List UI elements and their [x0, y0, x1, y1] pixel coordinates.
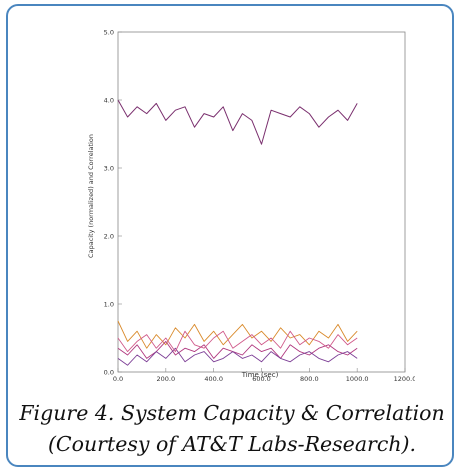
y-tick-label: 0.0 [104, 369, 114, 377]
plot-area-border [117, 31, 406, 373]
y-tick-label: 4.0 [104, 97, 114, 105]
figure-caption: Figure 4. System Capacity & Correlation … [10, 398, 454, 460]
figure-frame [6, 4, 454, 467]
series-line-3 [117, 340, 358, 359]
capacity-correlation-chart: 0.0 1.0 2.0 3.0 4.0 5.0 0.0 200.0 400.0 600.0 800.… [87, 29, 416, 384]
y-tick-label: 2.0 [104, 233, 114, 241]
x-axis-label: Time (sec) [241, 371, 279, 379]
caption-line-1: Figure 4. System Capacity & Correlation [19, 401, 445, 425]
y-axis-label: Capacity (normalized) and Correlation [87, 134, 95, 258]
y-tick-label: 1.0 [104, 301, 114, 309]
series-line-2 [117, 320, 358, 349]
chart-container: 0.0 1.0 2.0 3.0 4.0 5.0 0.0 200.0 400.0 600.0 800.… [70, 20, 416, 400]
series-line-5 [117, 330, 358, 353]
caption-line-2: (Courtesy of AT&T Labs-Research). [47, 432, 417, 456]
x-tick-label: 1000.0 [346, 375, 369, 383]
y-tick-label: 5.0 [104, 29, 114, 37]
x-tick-label: 200.0 [157, 375, 176, 383]
series-line-4 [117, 347, 358, 366]
y-tick-label: 3.0 [104, 165, 114, 173]
x-tick-label: 1200.0 [394, 375, 415, 383]
x-tick-label: 400.0 [204, 375, 223, 383]
x-tick-label: 0.0 [113, 375, 123, 383]
x-tick-label: 800.0 [300, 375, 319, 383]
x-tick-label: 600.0 [252, 375, 271, 383]
series-line-1 [117, 99, 358, 145]
